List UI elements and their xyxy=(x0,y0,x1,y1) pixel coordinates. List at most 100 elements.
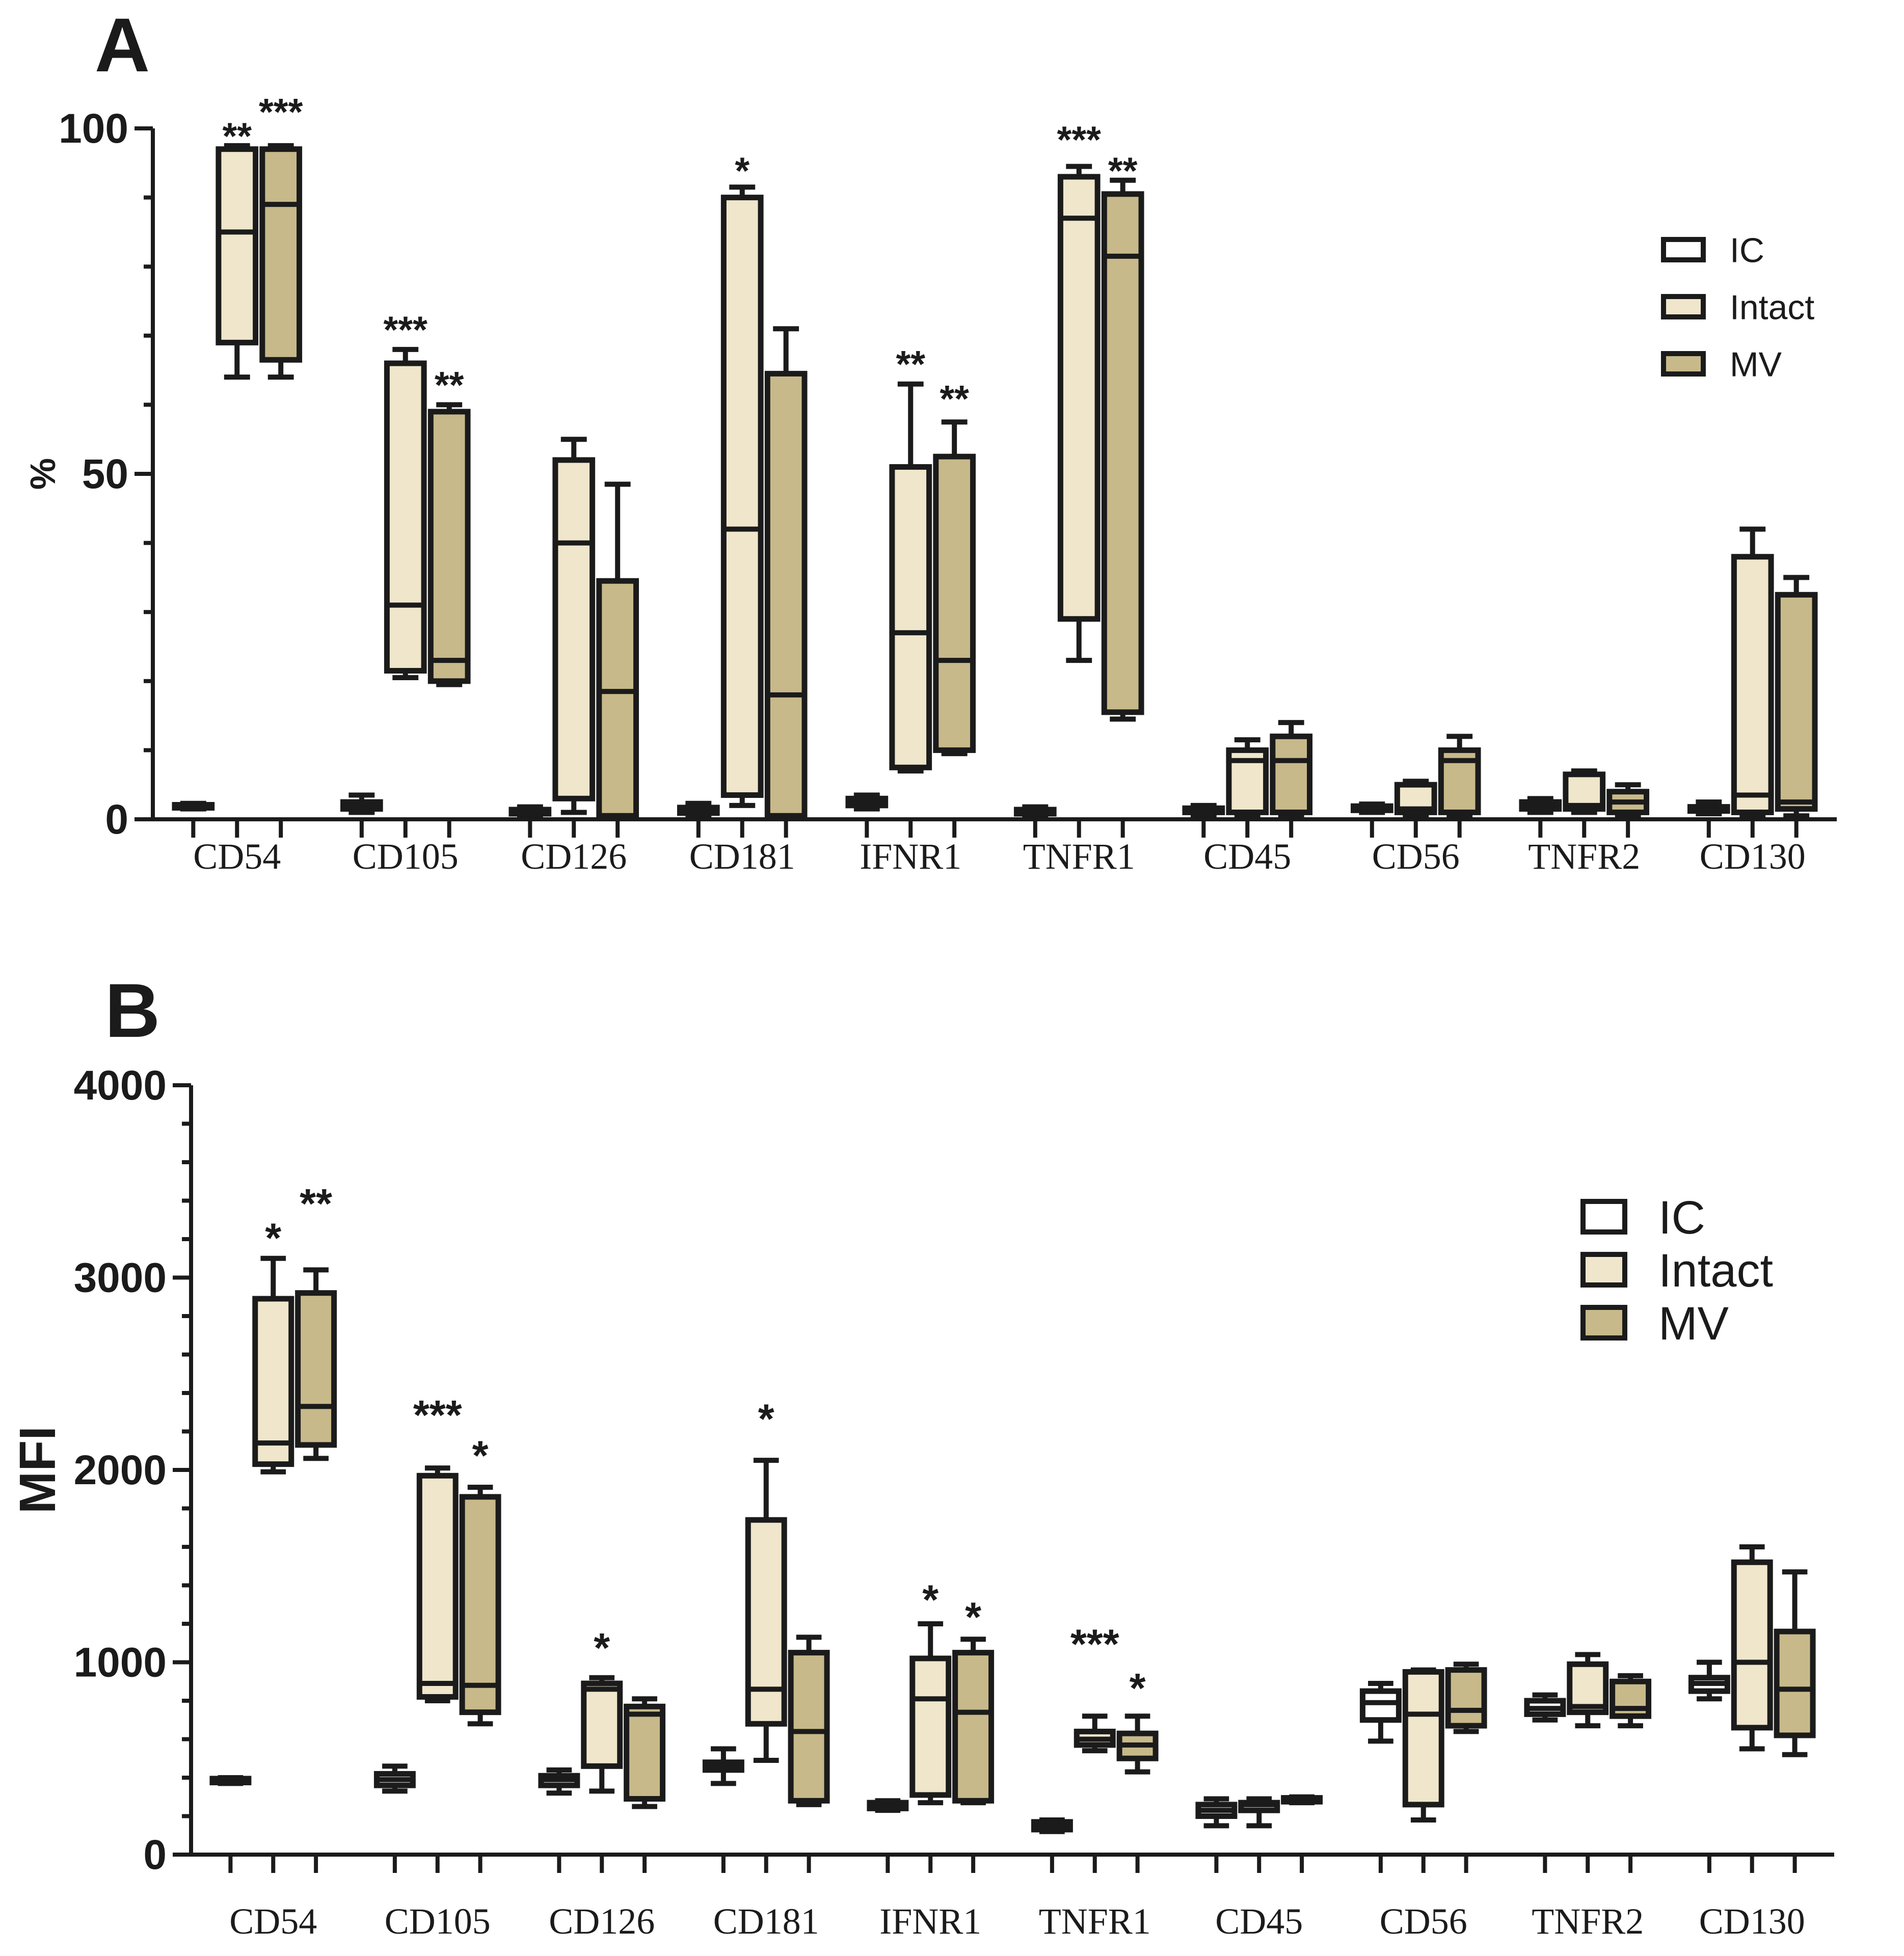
y-tick-label: 2000 xyxy=(74,1447,167,1493)
box-body xyxy=(889,464,932,770)
legend-swatch-mv xyxy=(1661,351,1706,377)
box-mv-tnfr1 xyxy=(1101,177,1144,722)
x-tick-label: CD105 xyxy=(353,836,459,877)
x-tick-label: IFNR1 xyxy=(860,836,961,877)
significance-marker: * xyxy=(735,150,749,192)
box-body xyxy=(581,1680,623,1769)
panel-a: A 0 50 100% CD54 CD105 CD126 CD181 IFNR1 TNFR1 CD4… xyxy=(23,2,1837,877)
significance-marker: * xyxy=(594,1625,610,1671)
box-body xyxy=(745,1517,787,1727)
legend-swatch-mv xyxy=(1580,1305,1627,1341)
x-tick-label: CD56 xyxy=(1380,1901,1467,1942)
box-ic-cd56 xyxy=(1350,801,1393,815)
box-mv-cd130 xyxy=(1775,575,1818,819)
box-mv-cd105 xyxy=(427,402,471,687)
box-ic-ifnr1 xyxy=(845,792,889,812)
significance-marker: *** xyxy=(1070,1621,1119,1668)
y-tick-label: 50 xyxy=(82,451,128,497)
legend-label: Intact xyxy=(1730,288,1814,327)
box-ic-cd45 xyxy=(1182,802,1225,818)
legend-label: IC xyxy=(1730,231,1764,270)
box-ic-cd56 xyxy=(1359,1681,1402,1744)
box-mv-cd105 xyxy=(459,1484,501,1727)
box-body xyxy=(384,360,427,674)
box-intact-cd54 xyxy=(252,1255,294,1475)
box-ic-cd54 xyxy=(172,800,215,812)
significance-marker: * xyxy=(265,1215,281,1262)
box-body xyxy=(1270,733,1313,815)
box-ic-tnfr1 xyxy=(1013,804,1057,819)
legend-swatch-intact xyxy=(1661,294,1706,319)
y-axis-label: % xyxy=(23,458,63,490)
legend-label: IC xyxy=(1658,1192,1705,1244)
box-intact-cd56 xyxy=(1394,779,1437,819)
box-ic-cd105 xyxy=(340,792,383,815)
y-tick-label: 0 xyxy=(105,796,128,843)
box-mv-cd45 xyxy=(1270,720,1313,819)
box-mv-tnfr2 xyxy=(1610,1673,1652,1729)
box-body xyxy=(952,1650,995,1804)
x-tick-label: IFNR1 xyxy=(879,1901,981,1942)
box-ic-cd181 xyxy=(702,1746,744,1786)
x-tick-label: CD56 xyxy=(1372,836,1460,877)
box-ic-tnfr1 xyxy=(1031,1817,1073,1834)
box-body xyxy=(1057,174,1101,622)
significance-marker: * xyxy=(922,1577,938,1623)
legend-label: MV xyxy=(1658,1298,1729,1350)
x-tick-label: CD130 xyxy=(1700,836,1806,877)
box-body xyxy=(1731,554,1774,815)
significance-marker: *** xyxy=(384,308,428,351)
box-intact-cd45 xyxy=(1226,737,1269,819)
x-tick-label: CD181 xyxy=(713,1901,819,1942)
x-tick-label: TNFR1 xyxy=(1039,1901,1151,1942)
legend: IC Intact MV xyxy=(1661,231,1814,384)
box-mv-cd54 xyxy=(259,143,303,380)
y-axis-label: MFI xyxy=(9,1426,66,1514)
box-body xyxy=(252,1296,294,1467)
box-body xyxy=(216,146,259,345)
y-tick-label: 1000 xyxy=(74,1640,167,1686)
box-body xyxy=(1445,1667,1487,1729)
box-body xyxy=(295,1290,337,1448)
box-ic-cd45 xyxy=(1195,1796,1238,1829)
significance-marker: ** xyxy=(896,343,925,385)
x-tick-label: CD54 xyxy=(193,836,281,877)
significance-marker: * xyxy=(1130,1666,1146,1712)
box-mv-tnfr1 xyxy=(1116,1713,1159,1775)
box-intact-cd105 xyxy=(384,346,427,681)
box-body xyxy=(1775,592,1818,812)
box-mv-cd181 xyxy=(764,326,808,819)
significance-marker: * xyxy=(472,1433,489,1479)
box-intact-ifnr1 xyxy=(889,381,932,774)
x-tick-label: CD45 xyxy=(1215,1901,1303,1942)
box-intact-tnfr2 xyxy=(1567,1652,1609,1729)
box-body xyxy=(416,1472,459,1700)
box-body xyxy=(788,1650,830,1804)
box-body xyxy=(909,1655,952,1798)
box-ic-cd54 xyxy=(209,1775,252,1786)
box-body xyxy=(624,1703,666,1802)
x-tick-label: CD126 xyxy=(521,836,627,877)
box-intact-tnfr1 xyxy=(1074,1713,1116,1754)
box-intact-cd126 xyxy=(552,437,596,815)
legend-swatch-intact xyxy=(1580,1252,1627,1288)
box-ic-cd130 xyxy=(1687,799,1730,817)
x-tick-label: CD130 xyxy=(1699,1901,1805,1942)
significance-marker: *** xyxy=(413,1392,462,1439)
box-mv-cd181 xyxy=(788,1635,830,1807)
box-ic-tnfr2 xyxy=(1519,796,1562,815)
x-tick-label: CD181 xyxy=(689,836,795,877)
panel-label: A xyxy=(95,2,150,88)
box-intact-cd130 xyxy=(1731,526,1774,819)
x-tick-label: TNFR2 xyxy=(1532,1901,1644,1942)
x-tick-label: CD105 xyxy=(385,1901,491,1942)
significance-marker: ** xyxy=(222,115,252,157)
box-body xyxy=(1359,1688,1402,1723)
box-body xyxy=(427,409,471,684)
box-intact-tnfr1 xyxy=(1057,164,1101,663)
box-intact-cd54 xyxy=(216,143,259,380)
box-ic-tnfr2 xyxy=(1524,1692,1566,1723)
box-body xyxy=(933,453,976,753)
y-tick-label: 3000 xyxy=(74,1255,167,1301)
